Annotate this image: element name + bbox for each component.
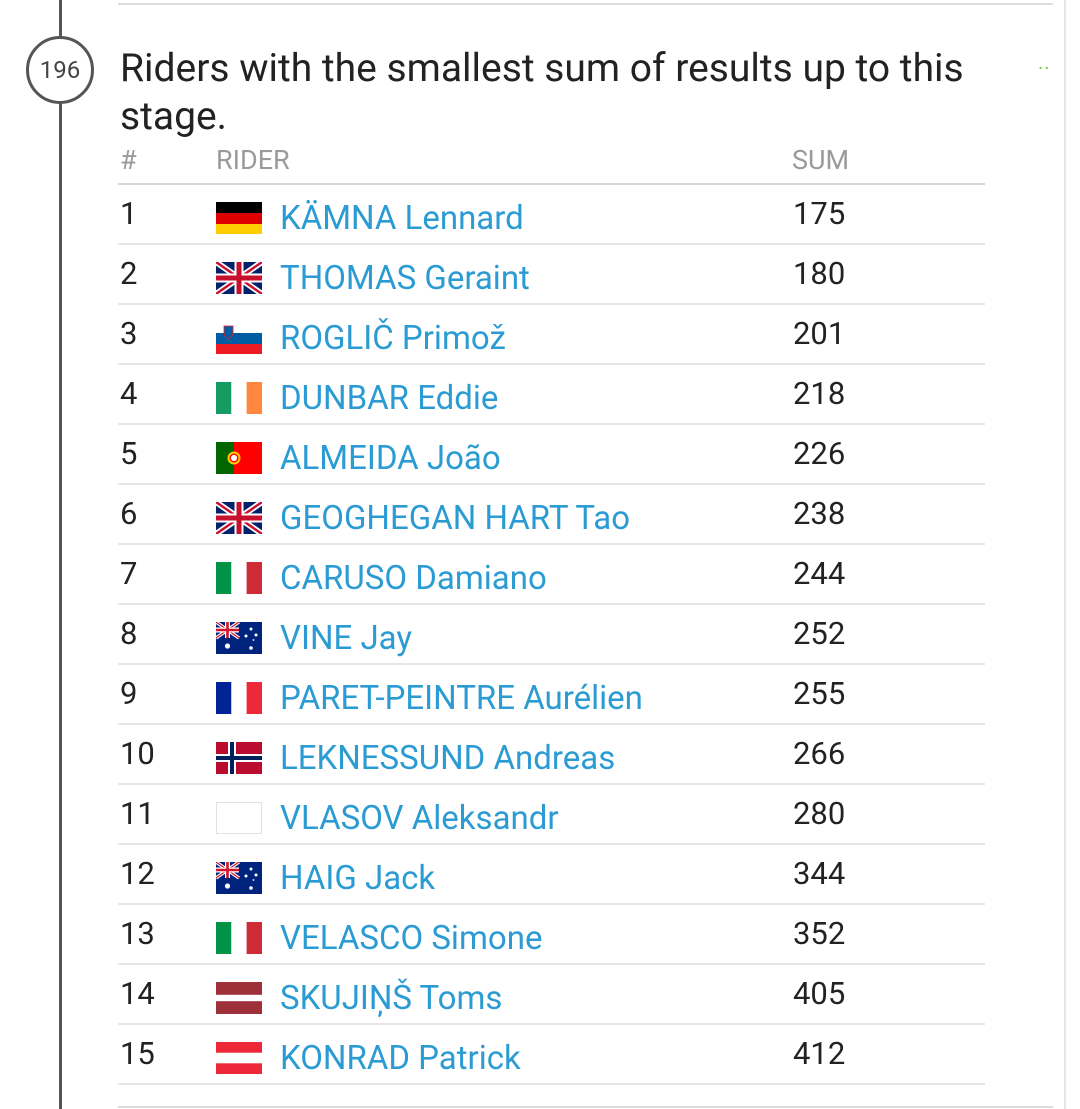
rider-name-link[interactable]: LEKNESSUND Andreas [280,739,616,778]
table-row: 6 GEOGHEGAN HART Tao 238 [118,485,985,545]
rank-number: 6 [120,495,138,532]
riders-table: # RIDER SUM 1 KÄMNA Lennard 175 2 THOMAS… [118,140,985,1085]
rider-name-link[interactable]: VINE Jay [280,619,412,658]
header-number: # [120,144,137,176]
rider-name-link[interactable]: VLASOV Aleksandr [280,799,559,838]
table-row: 10 LEKNESSUND Andreas 266 [118,725,985,785]
de-flag-icon [216,202,262,234]
it-flag-icon [216,562,262,594]
rider-name-link[interactable]: VELASCO Simone [280,919,543,958]
rank-number: 13 [120,915,155,952]
sum-value: 226 [793,435,846,472]
rank-number: 7 [120,555,138,592]
rank-number: 8 [120,615,138,652]
right-border [1064,0,1066,1109]
rank-number: 12 [120,855,155,892]
sum-value: 180 [793,255,846,292]
table-row: 8 VINE Jay 252 [118,605,985,665]
sum-value: 244 [793,555,846,592]
table-row: 15 KONRAD Patrick 412 [118,1025,985,1085]
table-row: 7 CARUSO Damiano 244 [118,545,985,605]
more-dots-icon[interactable]: ·· [1038,56,1051,80]
sum-value: 201 [793,315,846,352]
no-flag-icon [216,742,262,774]
sum-value: 344 [793,855,846,892]
sum-value: 405 [793,975,846,1012]
fr-flag-icon [216,682,262,714]
rank-number: 4 [120,375,138,412]
rider-name-link[interactable]: THOMAS Geraint [280,259,530,298]
sum-value: 238 [793,495,846,532]
blank-flag-icon [216,802,262,834]
rider-name-link[interactable]: GEOGHEGAN HART Tao [280,499,631,538]
ie-flag-icon [216,382,262,414]
si-flag-icon [216,322,262,354]
header-rider: RIDER [216,144,290,176]
rider-name-link[interactable]: KÄMNA Lennard [280,199,524,238]
rider-name-link[interactable]: KONRAD Patrick [280,1039,521,1078]
sum-value: 280 [793,795,846,832]
rider-name-link[interactable]: ROGLIČ Primož [280,319,506,358]
at-flag-icon [216,1042,262,1074]
table-row: 1 KÄMNA Lennard 175 [118,185,985,245]
rider-name-link[interactable]: ALMEIDA João [280,439,501,478]
it-flag-icon [216,922,262,954]
rank-number: 14 [120,975,155,1012]
rank-number: 5 [120,435,138,472]
rank-number: 15 [120,1035,155,1072]
sum-value: 266 [793,735,846,772]
sum-value: 412 [793,1035,846,1072]
sum-value: 175 [793,195,846,232]
table-row: 5 ALMEIDA João 226 [118,425,985,485]
pt-flag-icon [216,442,262,474]
lv-flag-icon [216,982,262,1014]
gb-flag-icon [216,262,262,294]
timeline-line [59,0,62,1109]
table-body: 1 KÄMNA Lennard 175 2 THOMAS Geraint 180… [118,185,985,1085]
rank-number: 2 [120,255,138,292]
rank-number: 3 [120,315,138,352]
rider-name-link[interactable]: SKUJIŅŠ Toms [280,979,503,1018]
rank-number: 10 [120,735,155,772]
table-header: # RIDER SUM [118,140,985,185]
au-flag-icon [216,862,262,894]
table-row: 9 PARET-PEINTRE Aurélien 255 [118,665,985,725]
table-row: 13 VELASCO Simone 352 [118,905,985,965]
table-row: 3 ROGLIČ Primož 201 [118,305,985,365]
table-row: 12 HAIG Jack 344 [118,845,985,905]
table-row: 11 VLASOV Aleksandr 280 [118,785,985,845]
sum-value: 255 [793,675,846,712]
rank-number: 9 [120,675,138,712]
au-flag-icon [216,622,262,654]
table-row: 2 THOMAS Geraint 180 [118,245,985,305]
header-sum: SUM [792,144,850,176]
stat-number-badge: 196 [26,36,94,104]
rider-name-link[interactable]: CARUSO Damiano [280,559,547,598]
rider-name-link[interactable]: DUNBAR Eddie [280,379,499,418]
sum-value: 218 [793,375,846,412]
table-row: 4 DUNBAR Eddie 218 [118,365,985,425]
gb-flag-icon [216,502,262,534]
table-row: 14 SKUJIŅŠ Toms 405 [118,965,985,1025]
sum-value: 352 [793,915,846,952]
rank-number: 11 [120,795,155,832]
bottom-divider [118,1106,1053,1108]
sum-value: 252 [793,615,846,652]
rank-number: 1 [120,195,138,232]
page-title: Riders with the smallest sum of results … [120,45,964,139]
rider-name-link[interactable]: PARET-PEINTRE Aurélien [280,679,643,718]
top-divider [118,3,1053,5]
rider-name-link[interactable]: HAIG Jack [280,859,436,898]
